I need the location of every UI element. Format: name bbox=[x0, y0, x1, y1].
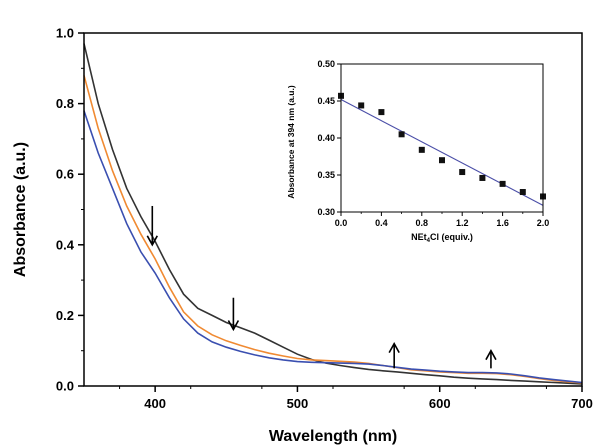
data-point bbox=[398, 131, 405, 138]
trend-arrow-up bbox=[485, 349, 497, 369]
main-x-tick-label: 600 bbox=[429, 396, 451, 411]
inset-x-tick-label: 0.8 bbox=[416, 218, 429, 228]
inset-y-tick-label: 0.30 bbox=[317, 207, 335, 217]
inset-y-tick-label: 0.35 bbox=[317, 170, 335, 180]
inset-x-tick-label: 2.0 bbox=[537, 218, 550, 228]
data-point bbox=[479, 174, 486, 181]
data-point bbox=[378, 109, 385, 116]
inset-chart: 0.0 0.4 0.8 1.2 1.6 2.0 0.300.350.400.450.50 … bbox=[286, 59, 549, 244]
inset-x-tick-label: 1.2 bbox=[456, 218, 469, 228]
main-y-tick-label: 0.2 bbox=[56, 308, 74, 323]
main-y-tick-label: 0.6 bbox=[56, 167, 74, 182]
main-series-group bbox=[83, 43, 583, 385]
inset-y-axis-title: Absorbance at 394 nm (a.u.) bbox=[286, 85, 296, 199]
inset-y-axis: 0.30 0.35 0.40 0.45 0.50 bbox=[317, 59, 341, 217]
inset-fit-line-group bbox=[340, 99, 544, 206]
main-y-axis-title: Absorbance (a.u.) bbox=[12, 142, 29, 277]
main-x-tick-label: 500 bbox=[287, 396, 309, 411]
main-y-tick-label: 0.0 bbox=[56, 379, 74, 394]
trend-arrow-up bbox=[388, 341, 400, 369]
inset-y-tick-label: 0.40 bbox=[317, 133, 335, 143]
data-point bbox=[519, 189, 526, 196]
main-x-tick-label: 700 bbox=[571, 396, 593, 411]
arrow-group bbox=[146, 205, 497, 369]
inset-x-axis-title: NEt4Cl (equiv.) bbox=[411, 232, 473, 244]
data-point bbox=[358, 102, 365, 109]
inset-x-axis-title-rest: Cl (equiv.) bbox=[430, 232, 473, 242]
data-point bbox=[499, 180, 506, 187]
trend-arrow-down bbox=[146, 205, 158, 247]
series-line-1 bbox=[83, 43, 583, 385]
inset-x-tick-label: 1.6 bbox=[496, 218, 509, 228]
inset-x-axis-title-main: NEt bbox=[411, 232, 427, 242]
data-point bbox=[418, 146, 425, 153]
data-point bbox=[439, 157, 445, 164]
series-line-3 bbox=[83, 110, 583, 384]
trend-arrow-down bbox=[227, 297, 240, 332]
inset-y-tick-label: 0.45 bbox=[317, 96, 335, 106]
inset-x-axis: 0.0 0.4 0.8 1.2 1.6 2.0 bbox=[335, 212, 550, 228]
inset-x-axis-title-sub: 4 bbox=[427, 238, 431, 244]
main-x-axis: 400 500 600 700 bbox=[119, 386, 593, 411]
main-y-tick-label: 1.0 bbox=[56, 26, 74, 41]
main-y-tick-label: 0.4 bbox=[56, 237, 75, 252]
inset-y-tick-label: 0.50 bbox=[317, 59, 335, 69]
linear-fit-line bbox=[340, 99, 544, 206]
main-y-tick-label: 0.8 bbox=[56, 96, 74, 111]
main-y-axis: 0.0 0.2 0.4 0.6 0.8 1.0 bbox=[56, 26, 84, 394]
inset-x-tick-label: 0.0 bbox=[335, 218, 348, 228]
data-point bbox=[459, 169, 466, 176]
main-x-axis-title: Wavelength (nm) bbox=[269, 428, 397, 445]
inset-x-tick-label: 0.4 bbox=[375, 218, 388, 228]
main-chart: 400 500 600 700 0.0 0.2 0.4 0.6 0.8 1.0 Waveleng… bbox=[12, 26, 593, 445]
main-x-tick-label: 400 bbox=[144, 396, 166, 411]
